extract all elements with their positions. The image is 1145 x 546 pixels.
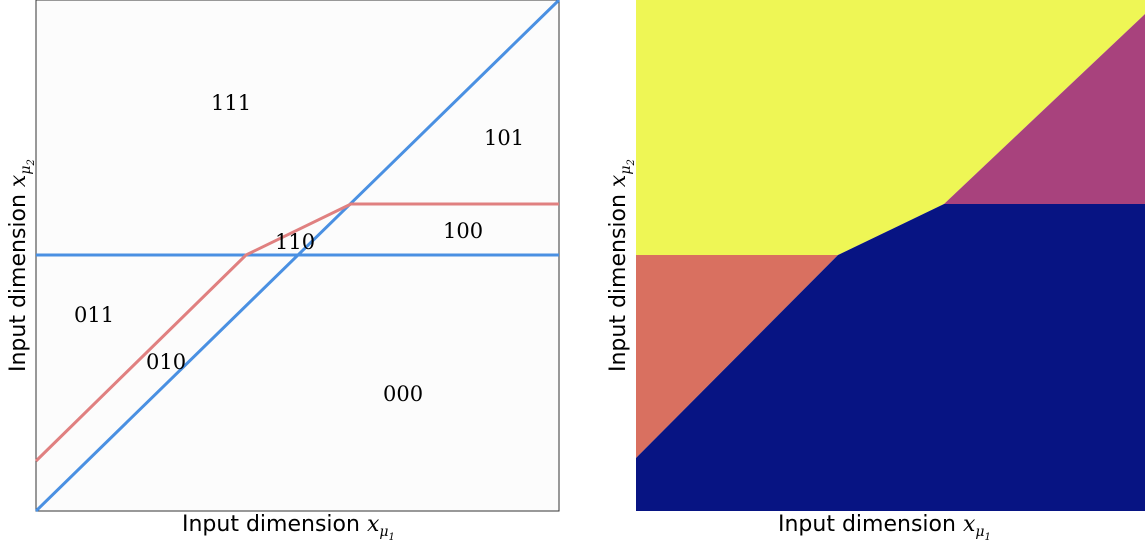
region-label-100: 100 <box>443 219 483 243</box>
left-x-axis-text: Input dimension <box>182 512 360 537</box>
region-label-011: 011 <box>74 303 114 327</box>
right-y-axis-label: Input dimension xμ2 <box>606 159 637 372</box>
right-y-axis-text: Input dimension <box>606 194 631 372</box>
left-y-sub: μ <box>18 165 35 175</box>
right-y-sub: μ <box>618 165 635 175</box>
right-x-axis-label: Input dimension xμ1 <box>778 512 991 543</box>
right-x-letter: x <box>962 512 976 537</box>
left-panel: 111 101 110 100 011 010 000 <box>34 0 561 513</box>
region-navy <box>636 204 1145 511</box>
right-panel <box>636 0 1145 511</box>
region-magenta <box>944 14 1145 204</box>
left-y-axis-label: Input dimension xμ2 <box>6 159 37 372</box>
right-x-symbol: xμ1 <box>962 512 991 543</box>
region-label-111: 111 <box>211 91 251 115</box>
bent-line <box>34 202 559 463</box>
right-x-axis-text: Input dimension <box>778 512 956 537</box>
right-x-sub: μ <box>975 524 985 541</box>
left-y-subsub: 2 <box>26 159 38 166</box>
left-x-symbol: xμ1 <box>366 512 395 543</box>
right-y-letter: x <box>606 174 631 188</box>
region-label-000: 000 <box>383 382 423 406</box>
right-x-subsub: 1 <box>984 532 991 544</box>
left-x-subsub: 1 <box>388 532 395 544</box>
right-y-subsub: 2 <box>626 159 638 166</box>
region-label-010: 010 <box>146 350 186 374</box>
region-yellow <box>636 0 1145 255</box>
region-label-110: 110 <box>275 230 315 254</box>
diagonal-line <box>34 0 561 513</box>
left-y-letter: x <box>6 174 31 188</box>
region-label-101: 101 <box>484 126 524 150</box>
left-y-symbol: xμ2 <box>6 159 37 188</box>
left-x-sub: μ <box>379 524 389 541</box>
left-x-axis-label: Input dimension xμ1 <box>182 512 395 543</box>
left-y-axis-text: Input dimension <box>6 194 31 372</box>
left-x-letter: x <box>366 512 380 537</box>
right-y-symbol: xμ2 <box>606 159 637 188</box>
